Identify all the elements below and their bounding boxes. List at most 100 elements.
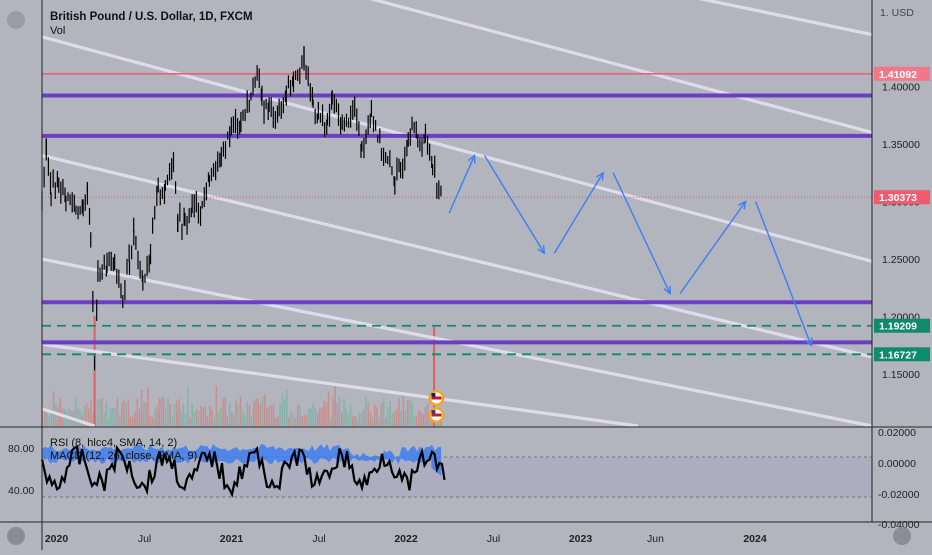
volume-bar [402,396,405,426]
volume-bar [140,389,143,426]
volume-bar [396,409,398,426]
macd-axis-label: 0.00000 [878,458,916,470]
channel-line[interactable] [41,342,639,428]
projection-segment[interactable] [553,172,604,254]
volume-bar [319,407,321,426]
rsi-title: RSI (8, hlcc4, SMA, 14, 2) [50,437,177,449]
volume-bar [426,402,429,426]
rsi-axis-bg [4,441,38,455]
price-badge-label: 1.19209 [879,321,917,333]
projection-segment[interactable] [483,155,545,254]
volume-bar [57,407,59,426]
projection-arrowhead [467,153,476,164]
volume-bar [224,397,226,426]
volume-bar [259,403,262,426]
volume-bar [261,396,264,426]
rsi-axis-label: 80.00 [8,443,34,455]
volume-bar [420,412,422,426]
channel-line[interactable] [95,0,873,134]
rsi-axis-label: 40.00 [8,485,34,497]
channel-line[interactable] [41,407,96,428]
volume-bar [145,402,147,426]
volume-bar [239,396,242,426]
macd-axis-label: -0.02000 [878,489,920,501]
volume-bar [206,416,209,426]
projection-segment[interactable] [754,201,812,346]
volume-bar [195,409,198,426]
volume-bar [380,402,383,426]
volume-bar [363,409,365,426]
volume-bar [242,410,244,426]
event-icons[interactable] [428,390,445,423]
volume-bar [158,398,160,426]
volume-bar [127,399,130,426]
price-axis-label: 1.35000 [882,139,920,151]
horizontal-levels[interactable] [42,73,872,356]
timezone-circle-icon[interactable] [7,527,25,545]
time-axis-label: Jul [312,533,325,545]
settings-circle-icon[interactable] [893,527,911,545]
volume-bar [123,399,125,426]
volume-bar [134,411,136,426]
volume-bar [79,409,81,426]
volume-spike [93,316,96,426]
rsi-band [42,457,872,497]
volume-bar [193,411,196,426]
volume-bar [312,403,314,426]
volume-bar [270,405,273,426]
time-axis-label: 2021 [220,533,244,545]
menu-circle-icon[interactable] [7,11,25,29]
projection-arrowhead [537,245,546,255]
volume-bar [275,417,277,426]
channel-line[interactable] [41,153,873,359]
volume-bar [90,399,92,426]
volume-bar [387,406,389,426]
projection-arrowhead [804,337,813,347]
channel-line[interactable] [348,0,873,37]
volume-bar [334,386,336,426]
volume-bar [92,412,94,426]
volume-bar [407,400,409,426]
volume-bar [85,403,88,426]
volume-bar [118,414,121,426]
volume-bar [279,403,281,426]
volume-bar [299,406,301,426]
flag-stripe [431,413,442,417]
volume-bar [424,407,427,426]
volume-bar [233,414,235,426]
volume-bar [248,404,251,426]
volume-bar [257,398,259,426]
volume-bar [400,411,402,426]
volume-bar [184,414,187,426]
volume-bar [422,414,424,426]
volume-bar [244,415,246,426]
volume-bar [88,408,90,426]
projection-segment[interactable] [612,172,671,294]
projection-segment[interactable] [679,201,747,295]
projection-segment[interactable] [448,155,476,214]
volume-bar [338,396,341,426]
volume-bar [143,401,145,426]
volume-bar [169,404,171,426]
volume-bar [187,387,189,426]
volume-bar [237,405,240,426]
projection-path[interactable] [448,153,813,347]
volume-bar [303,414,306,426]
volume-bar [253,401,255,426]
volume-bar [250,414,253,426]
volume-bar [83,405,86,426]
volume-bar [255,398,257,426]
volume-bar [191,403,193,426]
symbol-title: British Pound / U.S. Dollar, 1D, FXCM [50,11,253,23]
volume-bar [358,412,361,426]
volume-bar [213,417,215,426]
volume-bar [103,413,105,426]
flag-canton [431,410,436,414]
volume-bar [46,412,48,426]
volume-bar [352,415,354,426]
volume-bar [290,411,292,426]
volume-bar [226,416,229,426]
time-axis-label: 2024 [743,533,767,545]
